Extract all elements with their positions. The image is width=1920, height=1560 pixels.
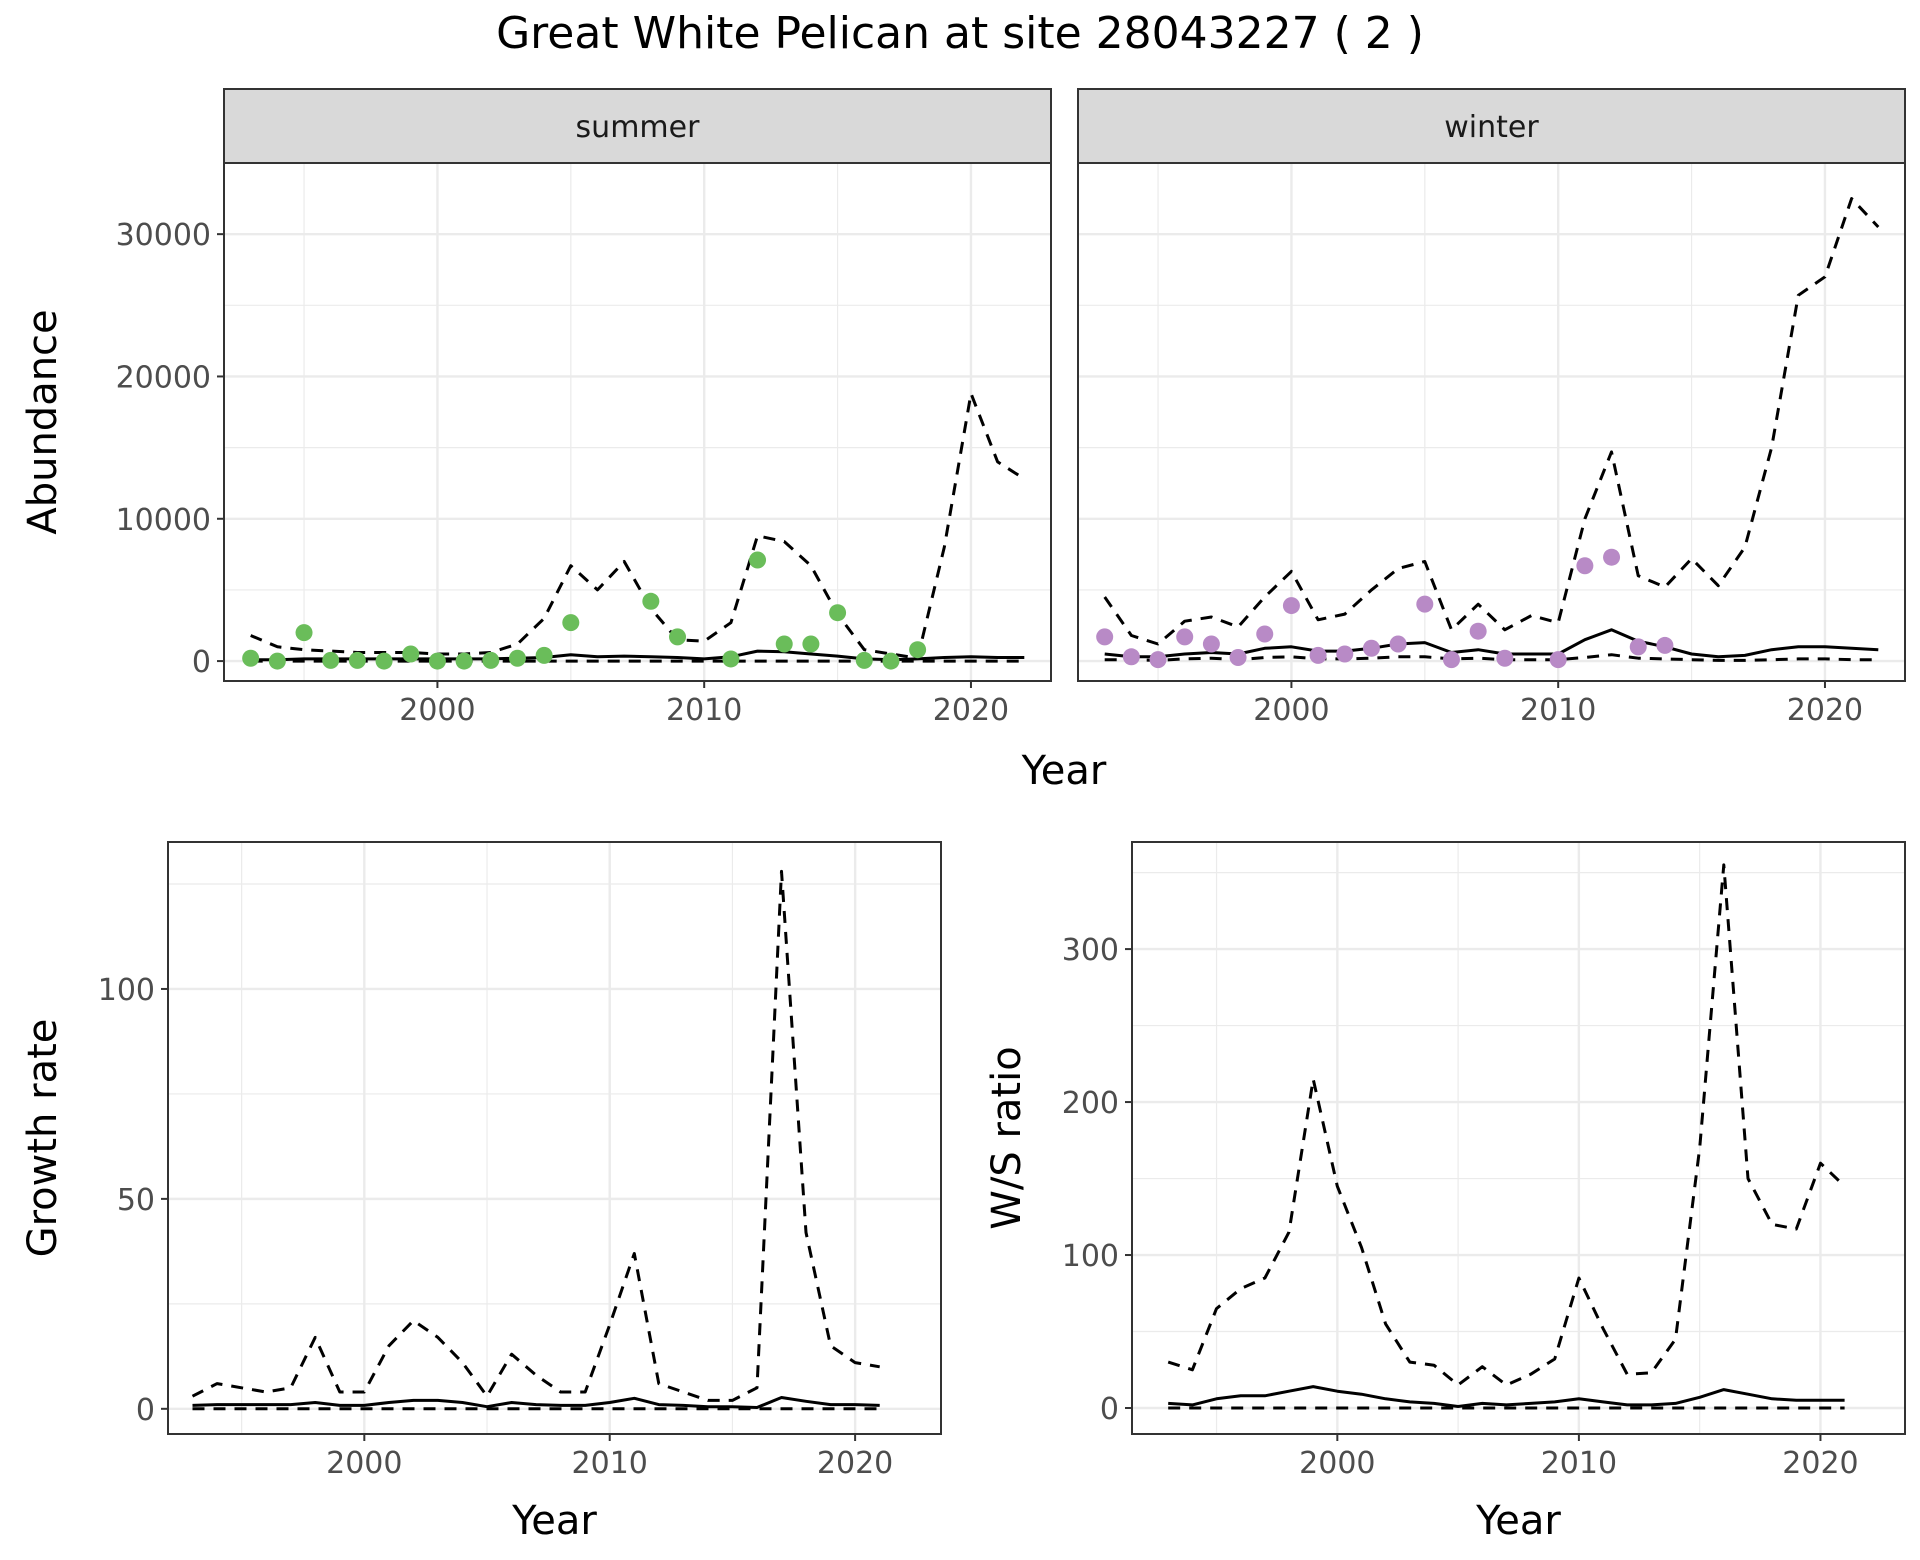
y-axis-title: Growth rate [20, 1019, 66, 1258]
panel-border [167, 841, 942, 1435]
series-line-mean [192, 1396, 880, 1409]
data-point [428, 652, 446, 670]
x-tick-label: 2020 [1782, 1446, 1858, 1481]
x-axis-title: Year [511, 1498, 597, 1544]
y-tick-label: 100 [1062, 1239, 1119, 1274]
x-axis-title: Year [1475, 1498, 1561, 1544]
panel-growth-rate: 2000 2010 2020 0 50 100 [98, 841, 942, 1481]
data-point [455, 652, 473, 670]
y-tick-label: 0 [192, 645, 211, 680]
data-point [1096, 628, 1114, 646]
figure-title: Great White Pelican at site 28043227 ( 2… [496, 8, 1424, 59]
panel-ws-ratio: 2000 2010 2020 0 100 200 300 [1062, 841, 1906, 1481]
y-axis-title: W/S ratio [984, 1046, 1030, 1229]
panel-background [168, 842, 941, 1434]
facet-strip-label: summer [576, 110, 701, 145]
series-line-upper [1167, 863, 1846, 1387]
panel-winter: 2000 2010 2020 [1077, 162, 1906, 728]
data-point [749, 551, 767, 569]
data-point [1549, 651, 1567, 669]
data-point [482, 651, 500, 669]
series-line-upper [1103, 197, 1880, 646]
series-line-mean [1168, 1385, 1845, 1408]
data-point [1416, 595, 1434, 613]
x-tick-label: 2000 [326, 1446, 402, 1481]
y-tick-label: 10000 [116, 503, 211, 538]
data-point [802, 635, 820, 653]
data-point [348, 651, 366, 669]
data-point [1656, 636, 1674, 654]
data-point [242, 649, 260, 667]
data-point [1336, 645, 1354, 663]
y-tick-label: 300 [1062, 933, 1119, 968]
y-tick-label: 20000 [116, 360, 211, 395]
series-line-upper [250, 392, 1026, 660]
data-point [775, 635, 793, 653]
x-tick-label: 2010 [572, 1446, 648, 1481]
data-point [1176, 628, 1194, 646]
data-point [855, 651, 873, 669]
data-point [1469, 622, 1487, 640]
data-point [1603, 548, 1621, 566]
data-point [1149, 651, 1167, 669]
facet-strip-background [223, 88, 1052, 164]
data-point [322, 651, 340, 669]
data-point [722, 650, 740, 668]
data-point [535, 646, 553, 664]
x-tick-label: 2020 [817, 1446, 893, 1481]
panel-summer: 2000 2010 2020 0 10000 20000 30000 [116, 162, 1052, 728]
data-point [508, 649, 526, 667]
x-tick-label: 2020 [1787, 693, 1863, 728]
x-tick-label: 2000 [1299, 1446, 1375, 1481]
y-tick-label: 200 [1062, 1086, 1119, 1121]
panel-background [1132, 842, 1905, 1434]
y-tick-label: 50 [117, 1183, 155, 1218]
data-point [1122, 648, 1140, 666]
facet-strip-summer: summer [223, 88, 1052, 164]
x-tick-label: 2000 [1253, 693, 1329, 728]
data-point [1309, 646, 1327, 664]
data-point [295, 624, 313, 642]
data-point [1576, 557, 1594, 575]
data-point [669, 628, 687, 646]
data-point [1256, 625, 1274, 643]
x-tick-label: 2000 [399, 693, 475, 728]
data-point [1229, 649, 1247, 667]
panel-border [1131, 841, 1906, 1435]
panel-background [224, 163, 1051, 681]
facet-strip-label: winter [1444, 110, 1539, 145]
data-point [1362, 639, 1380, 657]
y-tick-label: 30000 [116, 218, 211, 253]
data-point [1282, 597, 1300, 615]
x-tick-label: 2020 [933, 693, 1009, 728]
data-point [1496, 649, 1514, 667]
facet-strip-winter: winter [1077, 88, 1906, 164]
data-point [1389, 635, 1407, 653]
x-tick-label: 2010 [1520, 693, 1596, 728]
data-point [829, 604, 847, 622]
facet-strip-background [1077, 88, 1906, 164]
data-point [268, 652, 286, 670]
x-tick-label: 2010 [666, 693, 742, 728]
data-point [562, 614, 580, 632]
x-tick-label: 2010 [1541, 1446, 1617, 1481]
y-tick-label: 0 [136, 1393, 155, 1428]
data-point [375, 652, 393, 670]
x-axis-title: Year [1021, 748, 1107, 794]
y-axis-title: Abundance [20, 309, 66, 534]
data-point [642, 592, 660, 610]
data-point [1202, 635, 1220, 653]
data-point [1442, 651, 1460, 669]
data-point [909, 641, 927, 659]
y-tick-label: 100 [98, 973, 155, 1008]
data-point [1629, 638, 1647, 656]
panel-background [1078, 163, 1905, 681]
y-tick-label: 0 [1100, 1392, 1119, 1427]
data-point [402, 645, 420, 663]
data-point [882, 652, 900, 670]
